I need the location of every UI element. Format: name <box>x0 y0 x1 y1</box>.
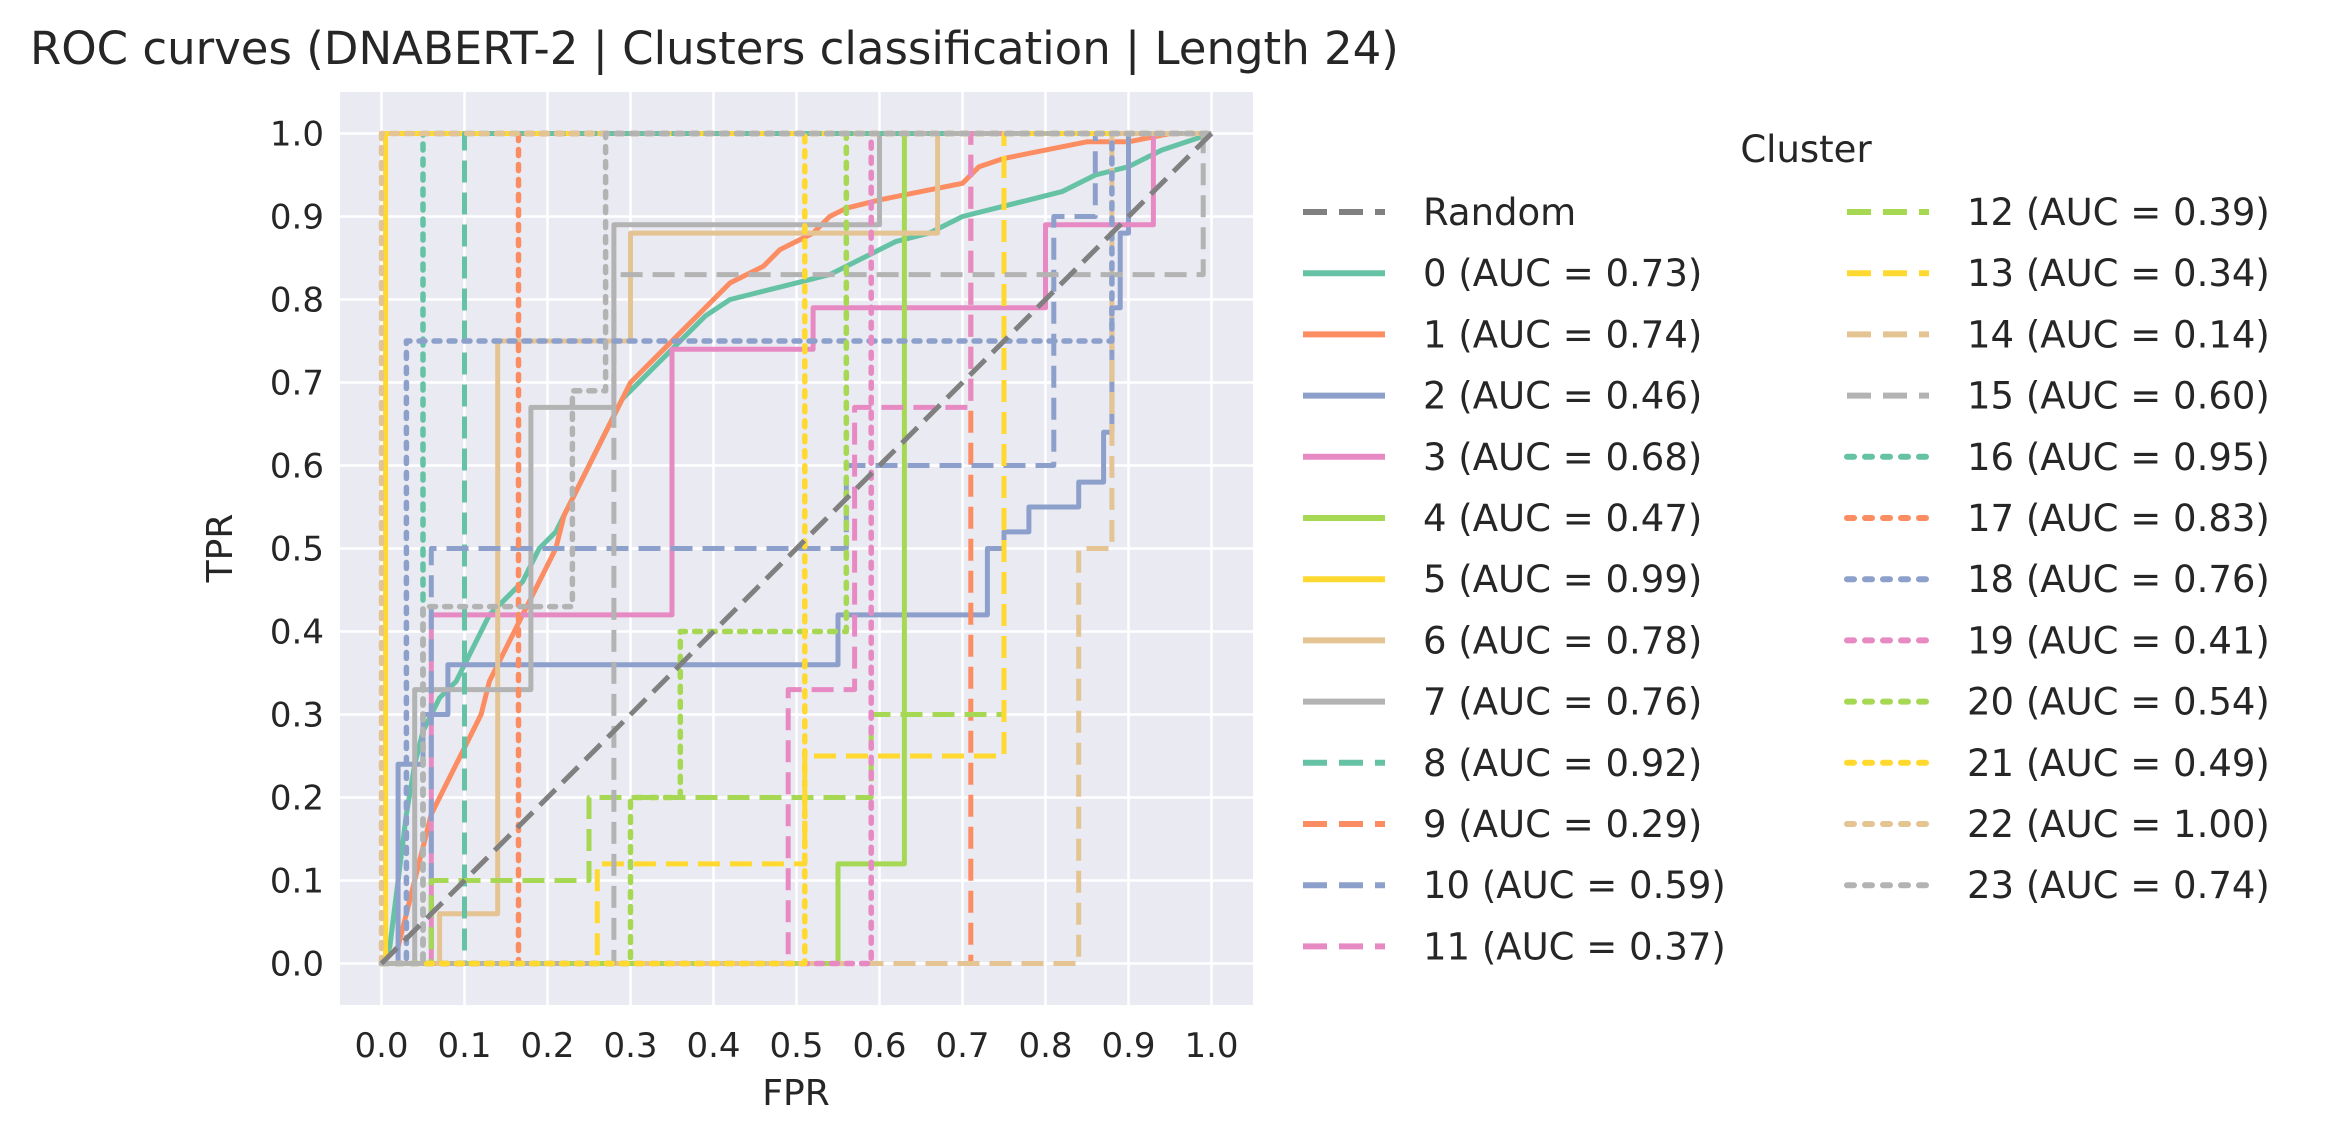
legend-entry: 19 (AUC = 0.41) <box>1844 619 2270 662</box>
legend-entry: 15 (AUC = 0.60) <box>1847 375 2270 418</box>
legend-label: 14 (AUC = 0.14) <box>1967 313 2270 356</box>
legend: Random 0 (AUC = 0.73) 1 (AUC = 0.74) 2 (AUC… <box>1303 191 2270 968</box>
legend-entry: 1 (AUC = 0.74) <box>1303 313 1702 356</box>
x-tick-label: 0.3 <box>603 1026 657 1066</box>
series-line-1 <box>379 131 1212 966</box>
series-line-random <box>379 131 1214 966</box>
legend-label: 5 (AUC = 0.99) <box>1423 558 1702 601</box>
x-tick-label: 0.5 <box>769 1026 823 1066</box>
legend-label: 18 (AUC = 0.76) <box>1967 558 2270 601</box>
x-tick-label: 0.6 <box>852 1026 906 1066</box>
x-tick-label: 0.1 <box>437 1026 491 1066</box>
y-tick-label: 0.8 <box>270 281 324 321</box>
x-tick-label: 0.9 <box>1101 1026 1155 1066</box>
legend-entry: 23 (AUC = 0.74) <box>1844 864 2270 907</box>
y-tick-label: 0.7 <box>270 364 324 404</box>
legend-label: 9 (AUC = 0.29) <box>1423 803 1702 846</box>
x-tick-label: 0.7 <box>935 1026 989 1066</box>
legend-entry: 4 (AUC = 0.47) <box>1303 497 1702 540</box>
series-line-20 <box>378 130 1215 967</box>
legend-entry: 10 (AUC = 0.59) <box>1303 864 1726 907</box>
y-tick-label: 0.5 <box>270 530 324 570</box>
y-tick-label: 0.2 <box>270 779 324 819</box>
legend-entry: 12 (AUC = 0.39) <box>1847 191 2270 234</box>
legend-label: 10 (AUC = 0.59) <box>1423 864 1726 907</box>
legend-label: 7 (AUC = 0.76) <box>1423 681 1702 724</box>
y-tick-label: 0.6 <box>270 447 324 487</box>
legend-entry: 11 (AUC = 0.37) <box>1303 925 1726 968</box>
legend-label: 21 (AUC = 0.49) <box>1967 742 2270 785</box>
legend-entry: 20 (AUC = 0.54) <box>1844 681 2270 724</box>
legend-entry: 6 (AUC = 0.78) <box>1303 619 1702 662</box>
legend-label: 13 (AUC = 0.34) <box>1967 252 2270 295</box>
legend-label: 3 (AUC = 0.68) <box>1423 436 1702 479</box>
y-axis-label: TPR <box>200 514 241 584</box>
legend-label: 2 (AUC = 0.46) <box>1423 375 1702 418</box>
legend-label: 11 (AUC = 0.37) <box>1423 925 1726 968</box>
y-tick-label: 0.0 <box>270 945 324 985</box>
legend-title: Cluster <box>1740 128 1872 171</box>
legend-entry: 7 (AUC = 0.76) <box>1303 681 1702 724</box>
legend-label: 1 (AUC = 0.74) <box>1423 313 1702 356</box>
legend-entry: 8 (AUC = 0.92) <box>1303 742 1702 785</box>
chart-title: ROC curves (DNABERT-2 | Clusters classif… <box>30 22 1399 75</box>
legend-entry: 22 (AUC = 1.00) <box>1844 803 2270 846</box>
legend-label: 12 (AUC = 0.39) <box>1967 191 2270 234</box>
legend-label: 17 (AUC = 0.83) <box>1967 497 2270 540</box>
legend-entry: 0 (AUC = 0.73) <box>1303 252 1702 295</box>
legend-label: 8 (AUC = 0.92) <box>1423 742 1702 785</box>
y-tick-label: 0.3 <box>270 696 324 736</box>
series-line-10 <box>381 131 1212 966</box>
legend-entry: Random <box>1303 191 1576 234</box>
legend-label: 22 (AUC = 1.00) <box>1967 803 2270 846</box>
legend-label: 20 (AUC = 0.54) <box>1967 681 2270 724</box>
legend-label: 23 (AUC = 0.74) <box>1967 864 2270 907</box>
legend-label: 6 (AUC = 0.78) <box>1423 619 1702 662</box>
legend-label: Random <box>1423 191 1576 234</box>
series-line-11 <box>381 131 1212 966</box>
legend-label: 15 (AUC = 0.60) <box>1967 375 2270 418</box>
axis-ticks: 0.0 0.1 0.2 0.3 0.4 0.5 0.6 0.7 0.8 0.9 1.0 0.0 0.1 0… <box>270 115 1239 1067</box>
roc-series <box>378 130 1215 967</box>
series-line-23 <box>378 130 1215 967</box>
y-tick-label: 0.9 <box>270 198 324 238</box>
legend-entry: 5 (AUC = 0.99) <box>1303 558 1702 601</box>
series-line-6 <box>381 131 1212 966</box>
legend-entry: 14 (AUC = 0.14) <box>1847 313 2270 356</box>
legend-entry: 9 (AUC = 0.29) <box>1303 803 1702 846</box>
x-tick-label: 0.8 <box>1018 1026 1072 1066</box>
y-tick-label: 0.4 <box>270 613 324 653</box>
x-tick-label: 0.4 <box>686 1026 740 1066</box>
y-tick-label: 0.1 <box>270 862 324 902</box>
x-tick-label: 0.0 <box>354 1026 408 1066</box>
legend-label: 19 (AUC = 0.41) <box>1967 619 2270 662</box>
legend-label: 4 (AUC = 0.47) <box>1423 497 1702 540</box>
y-tick-label: 1.0 <box>270 115 324 155</box>
legend-entry: 13 (AUC = 0.34) <box>1847 252 2270 295</box>
legend-entry: 18 (AUC = 0.76) <box>1844 558 2270 601</box>
legend-entry: 3 (AUC = 0.68) <box>1303 436 1702 479</box>
legend-label: 0 (AUC = 0.73) <box>1423 252 1702 295</box>
legend-entry: 2 (AUC = 0.46) <box>1303 375 1702 418</box>
x-tick-label: 0.2 <box>520 1026 574 1066</box>
x-tick-label: 1.0 <box>1184 1026 1238 1066</box>
legend-entry: 17 (AUC = 0.83) <box>1844 497 2270 540</box>
legend-entry: 21 (AUC = 0.49) <box>1844 742 2270 785</box>
legend-entry: 16 (AUC = 0.95) <box>1844 436 2270 479</box>
legend-label: 16 (AUC = 0.95) <box>1967 436 2270 479</box>
x-axis-label: FPR <box>762 1073 829 1114</box>
